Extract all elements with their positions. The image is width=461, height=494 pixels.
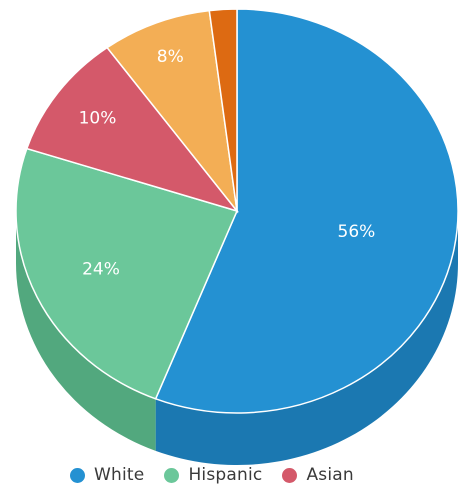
legend-marker-hispanic (164, 467, 180, 483)
pie-slice-0 (154, 8, 459, 414)
legend-item-hispanic: Hispanic (164, 465, 262, 485)
pie-slice-3 (106, 9, 239, 214)
legend-item-white: White (70, 465, 144, 485)
pie-slice-2 (25, 46, 240, 213)
pie-top-group (15, 8, 459, 414)
pie-side-0 (155, 211, 458, 465)
legend-item-asian: Asian (282, 465, 354, 485)
legend-label-hispanic: Hispanic (188, 465, 263, 485)
pie-slice-label-2: 10% (79, 108, 117, 128)
legend-label-asian: Asian (306, 465, 354, 485)
pie-slice-label-1: 24% (82, 260, 120, 280)
pie-side-group (16, 211, 458, 465)
pie-side-1 (16, 211, 156, 451)
legend-label-white: White (94, 465, 145, 485)
pie-slice-4 (208, 8, 238, 212)
legend-marker-white (70, 467, 85, 483)
pie-slice-1 (15, 147, 239, 400)
pie-slice-label-0: 56% (338, 222, 376, 242)
legend-marker-asian (282, 467, 298, 483)
pie-slice-label-3: 8% (157, 47, 184, 67)
chart-legend: White Hispanic Asian (70, 462, 461, 488)
pie-label-group: 56% 24% 10% 8% (79, 47, 376, 280)
